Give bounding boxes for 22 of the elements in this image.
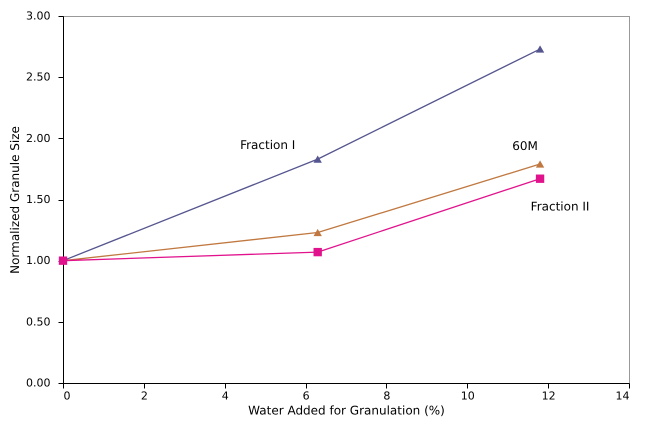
x-tick-label: 0 <box>64 390 70 402</box>
y-tick-label: 1.00 <box>26 254 50 268</box>
x-tick-label: 4 <box>222 390 229 402</box>
y-tick-label: 2.50 <box>26 70 50 84</box>
y-tick-label: 0.00 <box>26 376 50 390</box>
x-axis-title: Water Added for Granulation (%) <box>248 404 445 418</box>
series-label: Fraction II <box>530 200 590 214</box>
x-tick-label: 8 <box>383 390 390 402</box>
y-tick-label: 2.00 <box>26 132 50 145</box>
series-label: 60M <box>512 139 538 154</box>
point <box>314 248 322 256</box>
series-label: Fraction I <box>240 138 296 152</box>
x-tick-label: 2 <box>140 390 148 402</box>
x-tick-label: 6 <box>302 390 310 402</box>
x-tick-label: 14 <box>616 390 630 402</box>
y-tick-label: 0.50 <box>26 315 50 328</box>
x-tick-label: 10 <box>460 390 475 402</box>
x-tick-label: 12 <box>542 390 556 402</box>
y-tick-label: 1.50 <box>26 193 50 206</box>
y-tick-label: 3.00 <box>26 10 50 22</box>
point <box>536 174 544 183</box>
y-axis-title: Normalized Granule Size <box>8 126 22 274</box>
